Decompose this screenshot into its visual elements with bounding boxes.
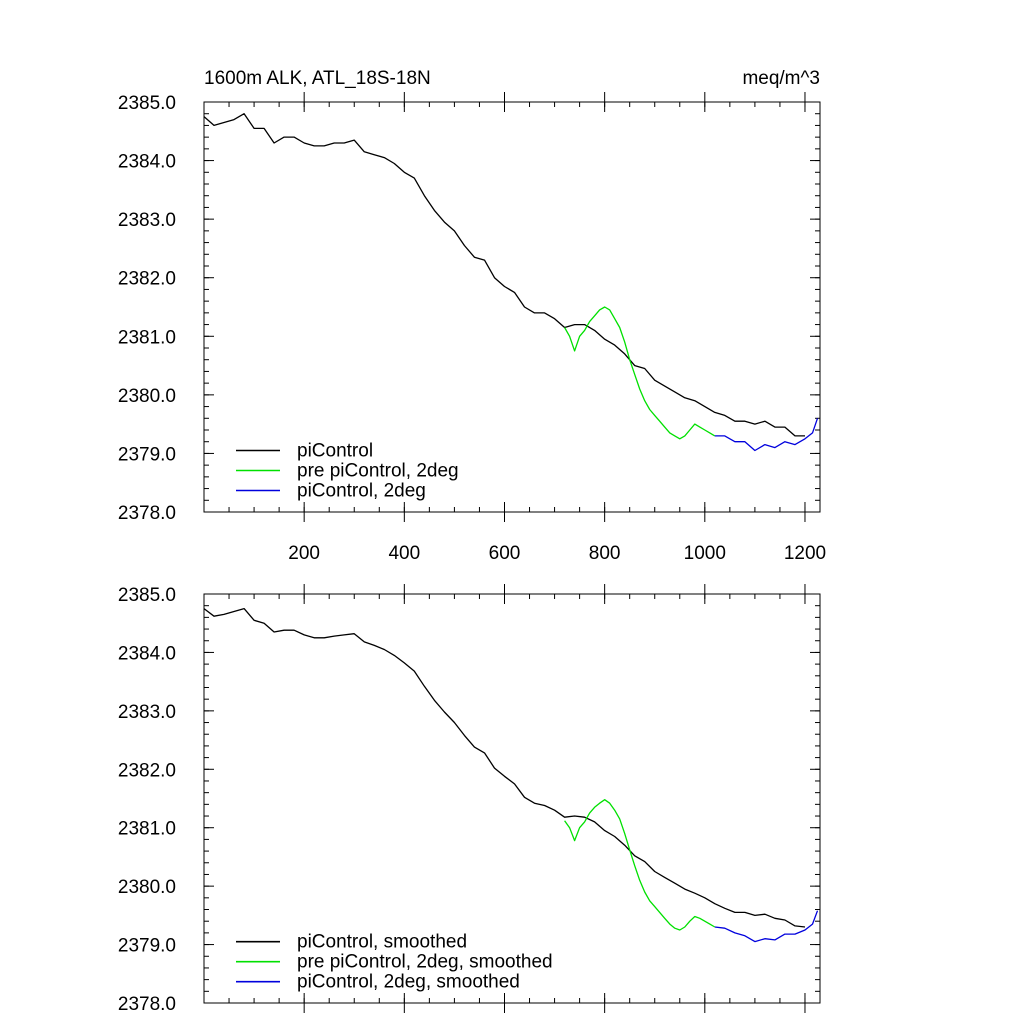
x-tick-label: 1000 bbox=[684, 543, 726, 564]
series-line-2 bbox=[714, 418, 819, 452]
legend-label: piControl, 2deg bbox=[297, 481, 426, 502]
y-tick-label: 2378.0 bbox=[118, 994, 176, 1015]
y-tick-label: 2379.0 bbox=[118, 936, 176, 957]
y-tick-label: 2380.0 bbox=[118, 386, 176, 407]
y-tick-label: 2383.0 bbox=[118, 702, 176, 723]
legend-label: pre piControl, 2deg bbox=[297, 461, 459, 482]
y-tick-label: 2378.0 bbox=[118, 503, 176, 524]
y-tick-label: 2379.0 bbox=[118, 444, 176, 465]
y-tick-label: 2381.0 bbox=[118, 819, 176, 840]
y-tick-label: 2384.0 bbox=[118, 152, 176, 173]
plot-frame bbox=[203, 593, 821, 1004]
x-tick-label: 800 bbox=[589, 543, 621, 564]
legend-label: pre piControl, 2deg, smoothed bbox=[297, 952, 553, 973]
y-tick-label: 2385.0 bbox=[118, 585, 176, 606]
y-tick-label: 2384.0 bbox=[118, 643, 176, 664]
legend-label: piControl, 2deg, smoothed bbox=[297, 972, 520, 993]
y-tick-label: 2381.0 bbox=[118, 327, 176, 348]
x-tick-label: 200 bbox=[288, 543, 320, 564]
legend-label: piControl, smoothed bbox=[297, 932, 467, 953]
series-line-2 bbox=[714, 910, 819, 943]
series-line-1 bbox=[564, 306, 716, 440]
plot-frame bbox=[203, 101, 821, 513]
y-tick-label: 2382.0 bbox=[118, 269, 176, 290]
y-tick-label: 2385.0 bbox=[118, 93, 176, 114]
units-label: meq/m^3 bbox=[742, 68, 820, 89]
series-line-0 bbox=[203, 607, 806, 928]
legend-label: piControl bbox=[297, 441, 373, 462]
x-tick-label: 400 bbox=[388, 543, 420, 564]
x-tick-label: 600 bbox=[489, 543, 521, 564]
y-tick-label: 2382.0 bbox=[118, 760, 176, 781]
y-tick-label: 2380.0 bbox=[118, 877, 176, 898]
series-line-0 bbox=[203, 113, 805, 437]
y-tick-label: 2383.0 bbox=[118, 210, 176, 231]
x-tick-label: 1200 bbox=[784, 543, 826, 564]
series-line-1 bbox=[564, 799, 716, 931]
chart-title: 1600m ALK, ATL_18S-18N bbox=[204, 68, 431, 89]
